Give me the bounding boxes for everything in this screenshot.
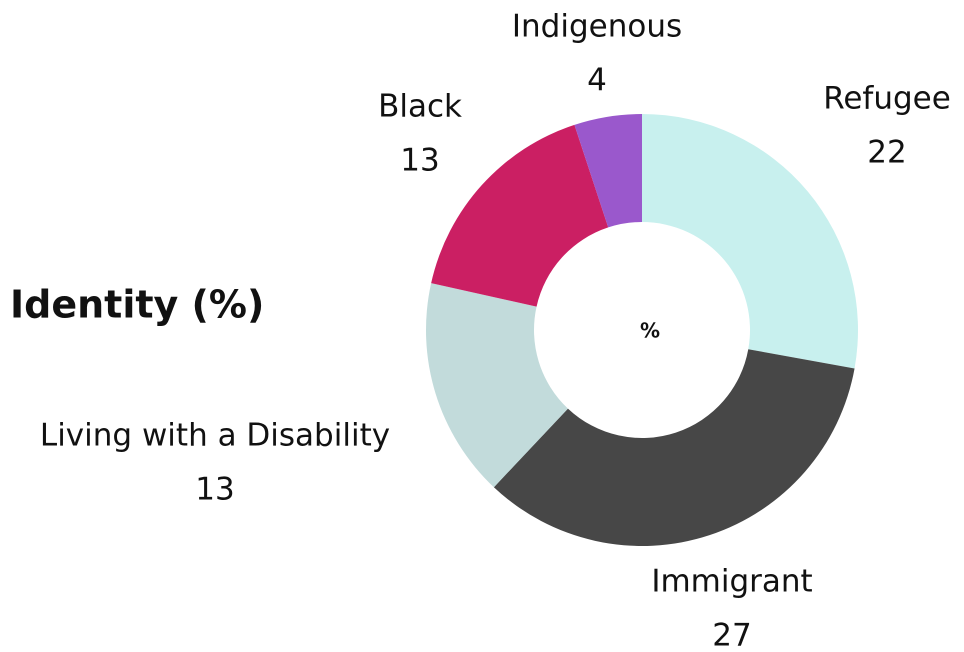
donut-slice	[574, 114, 642, 228]
donut-slice	[642, 114, 858, 369]
slice-value: 4	[587, 63, 607, 99]
slice-label: Indigenous	[512, 9, 682, 45]
slice-value: 22	[867, 135, 906, 171]
slice-value: 13	[400, 143, 439, 179]
chart-title: Identity (%)	[10, 283, 264, 327]
donut-slice	[425, 283, 568, 488]
slice-value: 13	[195, 472, 234, 508]
slice-label: Refugee	[823, 81, 951, 117]
slice-value: 27	[712, 618, 751, 652]
slice-label: Living with a Disability	[40, 418, 390, 454]
donut-slice	[431, 124, 609, 307]
slice-label: Black	[378, 89, 462, 125]
donut-slice	[493, 349, 855, 547]
center-label: %	[640, 319, 660, 343]
slice-label: Immigrant	[651, 564, 812, 600]
